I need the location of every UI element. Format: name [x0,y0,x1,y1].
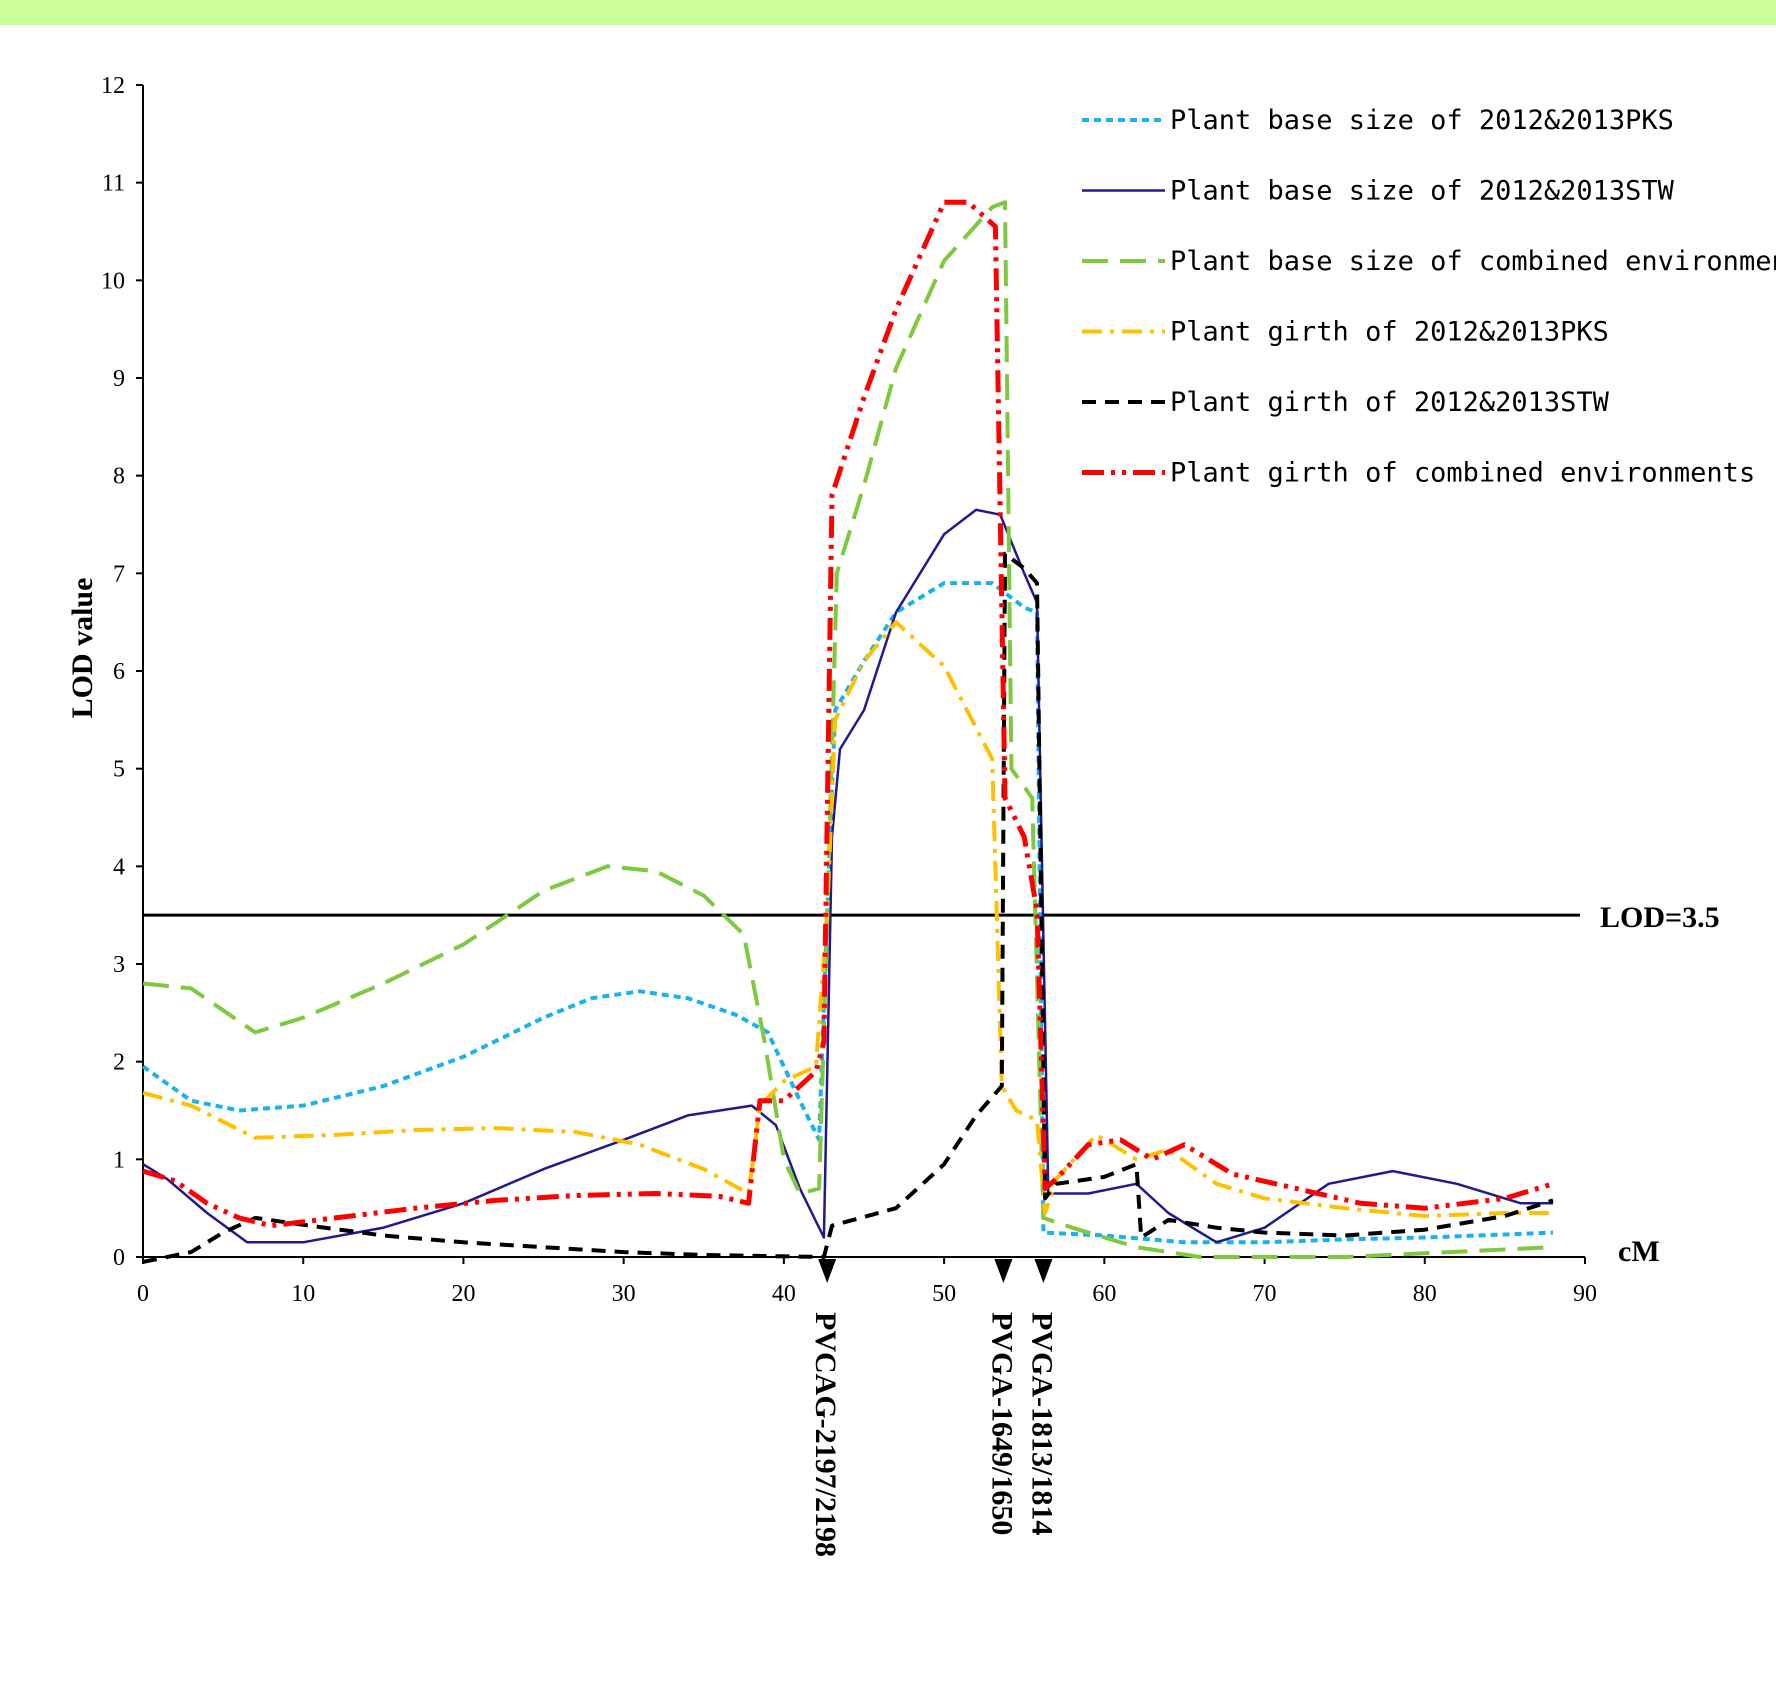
threshold-label: LOD=3.5 [1600,901,1720,934]
y-axis-label: LOD value [66,578,99,719]
legend-label-4: Plant girth of 2012&2013PKS [1170,317,1609,348]
marker-arrow-2 [994,1259,1013,1283]
y-tick-label: 10 [101,268,125,294]
y-tick-label: 1 [113,1147,125,1173]
series-line-2 [142,508,1553,1244]
x-tick-label: 70 [1253,1281,1277,1307]
series-line-3 [142,200,1554,1259]
y-tick-label: 0 [113,1245,125,1271]
x-tick-label: 20 [451,1281,475,1307]
legend-label-2: Plant base size of 2012&2013STW [1170,176,1675,207]
legend-label-3: Plant base size of combined environment [1170,246,1776,277]
series-line-6 [142,199,1554,1229]
x-tick-label: 90 [1573,1281,1597,1307]
marker-label-2: PVGA-1649/1650 [985,1312,1018,1535]
y-tick-label: 9 [113,366,125,392]
x-tick-label: 60 [1092,1281,1116,1307]
y-tick-label: 8 [113,464,125,490]
marker-label-3: PVGA-1813/1814 [1025,1312,1058,1535]
y-tick-label: 12 [101,73,125,99]
legend-label-5: Plant girth of 2012&2013STW [1170,387,1610,418]
marker-arrow-3 [1034,1259,1053,1283]
x-tick-label: 10 [291,1281,315,1307]
y-tick-label: 4 [113,854,125,880]
x-tick-label: 50 [932,1281,956,1307]
y-tick-label: 11 [102,171,125,197]
x-tick-label: 30 [612,1281,636,1307]
x-axis-label: cM [1618,1235,1660,1268]
x-tick-label: 0 [137,1281,149,1307]
y-tick-label: 5 [113,757,125,783]
top-color-band [0,0,1776,25]
x-tick-label: 40 [772,1281,796,1307]
marker-layer: PVCAG-2197/2198 PVGA-1649/1650 PVGA-1813/1… [809,1259,1058,1557]
series-line-1 [141,581,1554,1245]
y-tick-label: 6 [113,659,125,685]
legend-label-1: Plant base size of 2012&2013PKS [1170,105,1674,136]
y-tick-label: 3 [113,952,125,978]
legend: Plant base size of 2012&2013PKS Plant bas… [1082,105,1776,489]
series-line-5 [142,551,1554,1264]
y-tick-label: 7 [113,561,125,587]
marker-label-1: PVCAG-2197/2198 [809,1312,842,1557]
marker-arrow-1 [818,1259,837,1283]
x-tick-label: 80 [1413,1281,1437,1307]
series-line-4 [142,620,1553,1218]
y-tick-label: 2 [113,1050,125,1076]
series-layer [141,199,1554,1264]
legend-label-6: Plant girth of combined environments [1170,458,1755,489]
